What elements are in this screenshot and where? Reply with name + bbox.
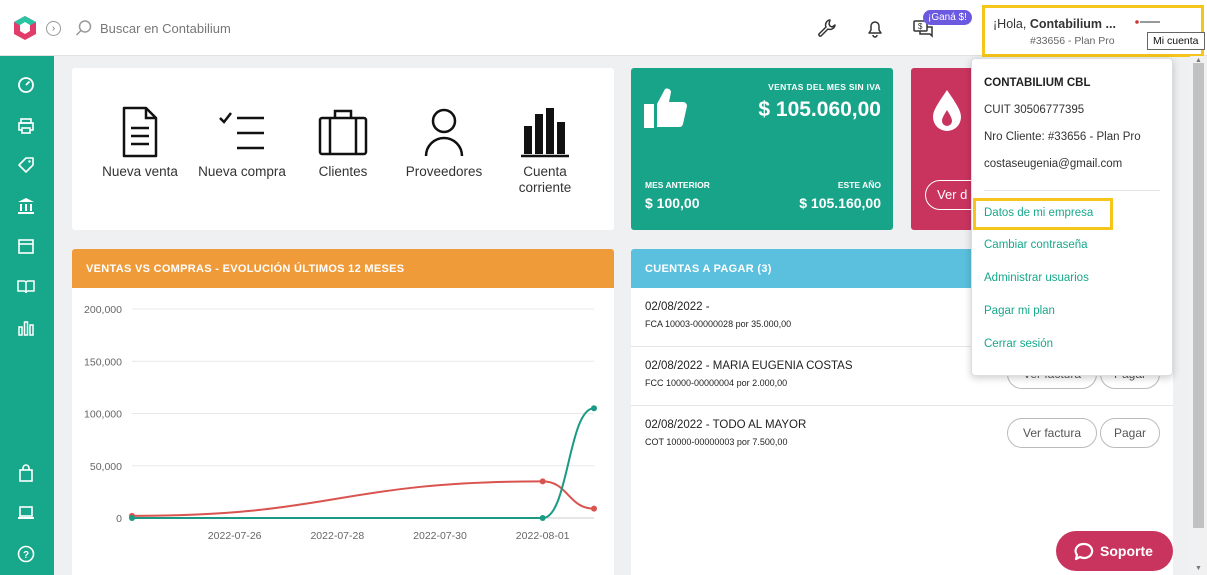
bank-icon[interactable] — [17, 197, 35, 215]
svg-text:$: $ — [918, 22, 923, 31]
payable-row-title: 02/08/2022 - MARIA EUGENIA COSTAS — [645, 360, 853, 372]
search-input[interactable] — [100, 17, 400, 39]
sidebar: ? — [0, 56, 54, 575]
suppliers-button[interactable]: Proveedores — [399, 106, 489, 180]
monthly-sales-card: VENTAS DEL MES SIN IVA $ 105.060,00 MES … — [631, 68, 893, 230]
payable-row-title: 02/08/2022 - TODO AL MAYOR — [645, 419, 807, 431]
document-icon — [122, 106, 158, 158]
new-sale-button[interactable]: Nueva venta — [95, 106, 185, 180]
current-account-button[interactable]: Cuenta corriente — [500, 106, 590, 196]
bell-icon[interactable] — [864, 17, 886, 39]
payable-row: 02/08/2022 - MARIA EUGENIA COSTAS FCC 10… — [631, 347, 1173, 406]
payable-row: 02/08/2022 - TODO AL MAYOR COT 10000-000… — [631, 406, 1173, 465]
contabilium-logo-icon[interactable] — [12, 15, 38, 41]
sales-vs-purchases-card: VENTAS VS COMPRAS - EVOLUCIÓN ÚLTIMOS 12… — [72, 249, 614, 575]
svg-text:?: ? — [23, 550, 29, 561]
chart-panel-title: VENTAS VS COMPRAS - EVOLUCIÓN ÚLTIMOS 12… — [72, 249, 614, 288]
tag-icon[interactable] — [17, 156, 35, 174]
help-icon[interactable]: ? — [17, 545, 35, 563]
checklist-icon — [219, 112, 264, 150]
pay-button[interactable]: Pagar — [1100, 418, 1160, 448]
view-invoice-button[interactable]: Ver factura — [1007, 418, 1097, 448]
drop-icon — [933, 90, 961, 131]
dropdown-divider — [984, 190, 1160, 191]
scroll-down-icon[interactable]: ▼ — [1195, 565, 1202, 572]
highlight-frame — [973, 198, 1113, 230]
prev-month-label: MES ANTERIOR — [645, 180, 710, 190]
promo-badge[interactable]: ¡Ganá $! — [923, 10, 972, 25]
support-label: Soporte — [1100, 543, 1153, 559]
logout-link[interactable]: Cerrar sesión — [984, 338, 1054, 350]
client-number-text: Nro Cliente: #33656 - Plan Pro — [984, 131, 1141, 143]
chat-money-icon[interactable]: $ — [912, 17, 934, 39]
email-text: costaseugenia@gmail.com — [984, 158, 1123, 170]
data-point[interactable] — [591, 505, 597, 512]
data-point[interactable] — [591, 405, 597, 412]
clients-button[interactable]: Clientes — [298, 106, 388, 180]
account-dropdown: CONTABILIUM CBL CUIT 30506777395 Nro Cli… — [971, 58, 1173, 376]
cuit-text: CUIT 30506777395 — [984, 104, 1085, 116]
sales-title: VENTAS DEL MES SIN IVA — [768, 82, 881, 92]
payable-row-detail: COT 10000-00000003 por 7.500,00 — [645, 437, 788, 447]
y-tick-label: 0 — [116, 513, 122, 525]
data-point[interactable] — [539, 478, 546, 485]
sales-value: $ 105.060,00 — [758, 98, 881, 121]
data-point[interactable] — [539, 515, 546, 521]
wrench-icon[interactable] — [816, 17, 838, 39]
pay-plan-link[interactable]: Pagar mi plan — [984, 305, 1055, 317]
company-name: CONTABILIUM CBL — [984, 77, 1091, 89]
change-password-link[interactable]: Cambiar contraseña — [984, 239, 1088, 251]
x-tick-label: 2022-07-26 — [208, 530, 262, 542]
series-line-1 — [131, 407, 595, 519]
manage-users-link[interactable]: Administrar usuarios — [984, 272, 1089, 284]
x-tick-label: 2022-07-28 — [310, 530, 364, 542]
account-tooltip: Mi cuenta — [1147, 32, 1205, 50]
greeting: ¡Hola, Contabilium ... — [993, 17, 1116, 31]
bar-chart-icon[interactable] — [17, 319, 35, 337]
collapse-sidebar-icon[interactable]: › — [46, 21, 61, 36]
y-tick-label: 200,000 — [84, 304, 122, 316]
briefcase-icon — [318, 109, 368, 156]
x-tick-label: 2022-07-30 — [413, 530, 467, 542]
book-icon[interactable] — [17, 278, 35, 296]
bag-icon[interactable] — [17, 464, 35, 482]
line-chart: 200,000 150,000 100,000 50,000 0 2022-07-26 20… — [84, 304, 597, 542]
top-bar: › $ ¡Ganá $! ¡Hola, Contabilium ... #336… — [0, 0, 1207, 57]
scroll-up-icon[interactable]: ▲ — [1195, 57, 1202, 64]
chat-bubble-icon — [1074, 542, 1094, 561]
laptop-icon[interactable] — [17, 504, 35, 522]
thumbs-up-icon — [644, 88, 687, 128]
account-number: #33656 - Plan Pro — [1030, 35, 1115, 47]
y-tick-label: 100,000 — [84, 409, 122, 421]
scrollbar-thumb[interactable] — [1193, 63, 1204, 528]
search-icon — [75, 20, 92, 36]
person-icon — [424, 108, 464, 157]
support-button[interactable]: Soporte — [1056, 531, 1173, 571]
y-tick-label: 50,000 — [90, 461, 122, 473]
account-menu-button[interactable]: ¡Hola, Contabilium ... #33656 - Plan Pro — [982, 5, 1204, 57]
quick-actions-card: Nueva venta Nueva compra Clientes Provee… — [72, 68, 614, 230]
company-data-link[interactable]: Datos de mi empresa — [984, 207, 1094, 219]
company-logo-icon — [1135, 20, 1160, 24]
bars-icon — [521, 108, 569, 158]
new-purchase-button[interactable]: Nueva compra — [197, 106, 287, 180]
data-point[interactable] — [129, 515, 135, 521]
y-tick-label: 150,000 — [84, 356, 122, 368]
printer-icon[interactable] — [17, 117, 35, 135]
x-tick-label: 2022-08-01 — [516, 530, 570, 542]
payable-row-detail: FCC 10000-00000004 por 2.000,00 — [645, 378, 788, 388]
dashboard-icon[interactable] — [17, 76, 35, 94]
payable-row-detail: FCA 10003-00000028 por 35.000,00 — [645, 319, 792, 329]
calendar-icon[interactable] — [17, 237, 35, 255]
this-year-label: ESTE AÑO — [837, 180, 881, 190]
payable-row-title: 02/08/2022 - — [645, 301, 710, 313]
payable-row: 02/08/2022 - FCA 10003-00000028 por 35.0… — [631, 288, 1173, 347]
this-year-value: $ 105.160,00 — [799, 195, 881, 211]
prev-month-value: $ 100,00 — [645, 195, 700, 211]
series-line-0 — [131, 480, 595, 517]
